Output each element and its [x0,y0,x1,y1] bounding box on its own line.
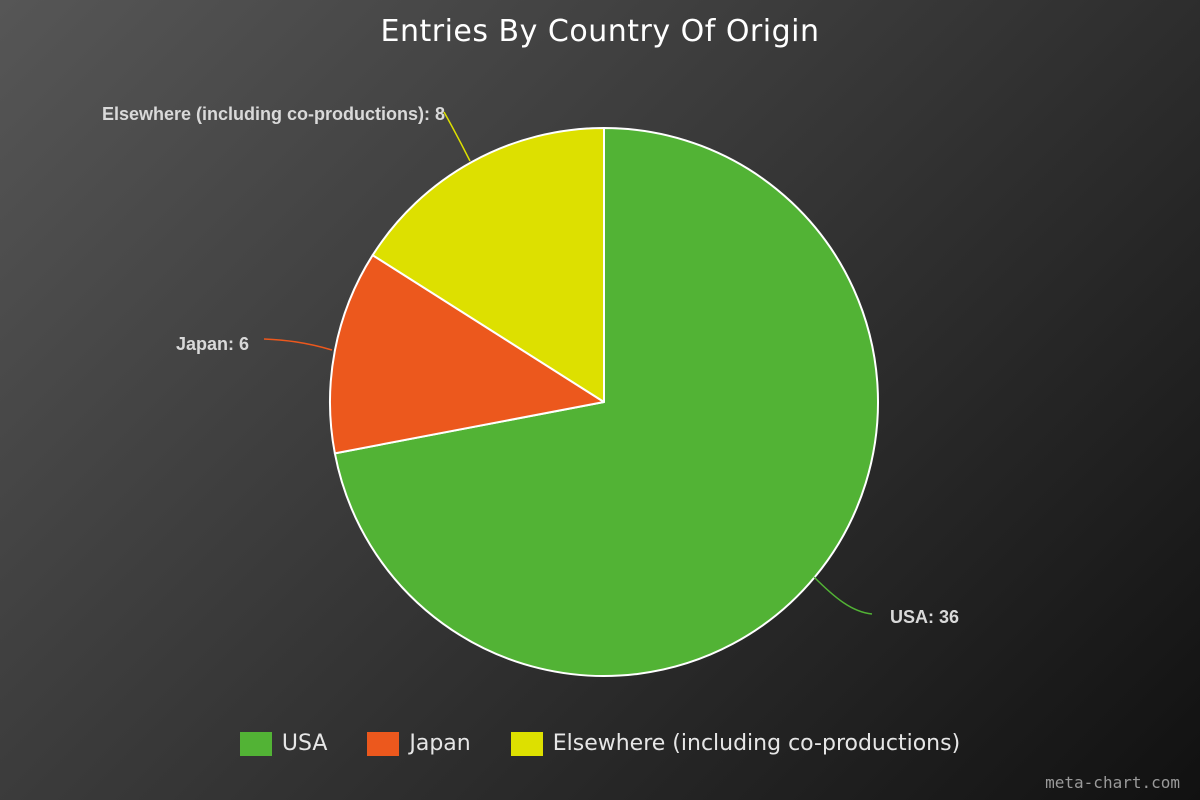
legend-swatch-japan [367,731,400,756]
pie-slices [329,127,879,677]
legend-item-japan: Japan [367,731,471,756]
legend-label-elsewhere-including-co-productions: Elsewhere (including co-productions) [552,731,961,756]
legend: USA Japan Elsewhere (including co-producti… [0,731,1200,756]
legend-item-elsewhere-including-co-productions: Elsewhere (including co-productions) [510,731,961,756]
data-label-japan: Japan: 6 [176,334,249,354]
pie-slice-japan [329,254,605,455]
pie-slice-elsewhere-including-co-productions [371,127,605,403]
legend-label-usa: USA [281,731,328,756]
leader-line-elsewhere-including-co-productions [443,111,471,162]
chart-title: Entries By Country Of Origin [380,14,820,49]
watermark: meta-chart.com [1045,773,1180,792]
pie-slice-usa [333,127,879,677]
leader-line-usa [813,576,873,615]
legend-label-japan: Japan [409,731,471,756]
legend-swatch-usa [239,731,272,756]
leader-line-japan [263,338,333,351]
legend-item-usa: USA [239,731,328,756]
data-label-usa: USA: 36 [890,607,959,627]
legend-swatch-elsewhere-including-co-productions [510,731,543,756]
data-label-elsewhere-including-co-productions: Elsewhere (including co-productions): 8 [102,104,445,124]
pie-labels: USA: 36 Japan: 6 Elsewhere (including co-p… [102,104,959,627]
